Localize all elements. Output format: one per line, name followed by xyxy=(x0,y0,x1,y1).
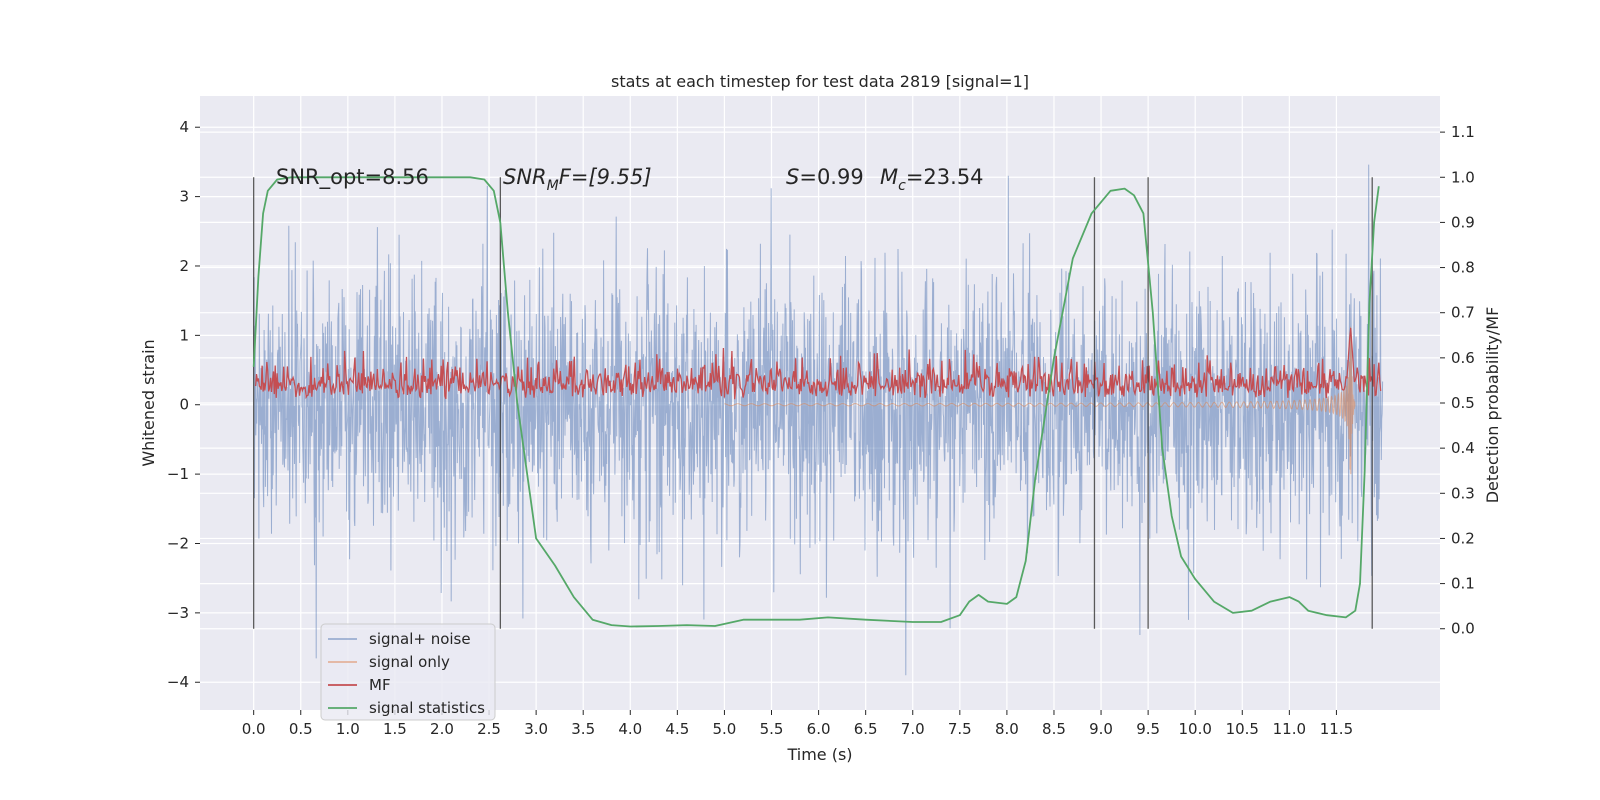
y2-tick-label-2: 0.2 xyxy=(1451,529,1475,547)
annotation-snr-mf: SNRMF=[9.55] xyxy=(503,165,652,194)
y-tick-label-1: −3 xyxy=(167,604,189,622)
x-tick-label-2: 1.0 xyxy=(336,720,360,738)
y2-axis-label: Detection probability/MF xyxy=(1483,307,1502,504)
y-tick-label-5: 1 xyxy=(179,326,189,344)
x-tick-label-3: 1.5 xyxy=(383,720,407,738)
mc-value: =23.54 xyxy=(906,165,984,189)
y-tick-label-3: −1 xyxy=(167,465,189,483)
x-tick-label-21: 10.5 xyxy=(1226,720,1259,738)
y-tick-label-7: 3 xyxy=(179,188,189,206)
x-tick-label-0: 0.0 xyxy=(242,720,266,738)
x-axis-label: Time (s) xyxy=(786,745,852,764)
annotation-mc: Mc=23.54 xyxy=(880,165,984,194)
x-tick-label-17: 8.5 xyxy=(1042,720,1066,738)
x-tick-label-23: 11.5 xyxy=(1320,720,1353,738)
y-tick-label-4: 0 xyxy=(179,396,189,414)
legend-label-signal-statistics: signal statistics xyxy=(369,699,485,717)
legend-label-signal-noise: signal+ noise xyxy=(369,630,471,648)
s-value: =0.99 xyxy=(799,165,863,189)
legend-box xyxy=(320,623,496,721)
snr-mf-symbol: SNR xyxy=(503,165,547,189)
y-axis-label: Whitened strain xyxy=(139,339,158,466)
y2-tick-label-4: 0.4 xyxy=(1451,439,1475,457)
x-tick-label-7: 3.5 xyxy=(571,720,595,738)
x-tick-label-20: 10.0 xyxy=(1178,720,1211,738)
y2-tick-label-6: 0.6 xyxy=(1451,349,1475,367)
x-tick-label-18: 9.0 xyxy=(1089,720,1113,738)
y2-tick-label-9: 0.9 xyxy=(1451,213,1475,231)
signal-only-line xyxy=(724,326,1356,475)
x-tick-label-1: 0.5 xyxy=(289,720,313,738)
y2-axis-ticks: 0.0 0.1 0.2 0.3 0.4 0.5 0.6 0.7 0.8 0.9 1.0 1.1 xyxy=(1440,123,1475,638)
x-tick-label-9: 4.5 xyxy=(665,720,689,738)
x-tick-label-10: 5.0 xyxy=(713,720,737,738)
x-tick-label-15: 7.5 xyxy=(948,720,972,738)
x-tick-label-11: 5.5 xyxy=(760,720,784,738)
x-tick-label-22: 11.0 xyxy=(1273,720,1306,738)
y2-tick-label-8: 0.8 xyxy=(1451,259,1475,277)
annotation-snr-opt: SNR_opt=8.56 xyxy=(276,165,429,190)
y-tick-label-8: 4 xyxy=(179,118,189,136)
series-signal-only xyxy=(724,326,1356,475)
x-tick-label-6: 3.0 xyxy=(524,720,548,738)
signal-statistics-line xyxy=(252,176,1380,628)
legend: signal+ noise signal only MF signal stat… xyxy=(320,623,496,721)
mf-line xyxy=(254,328,1382,400)
y2-tick-label-0: 0.0 xyxy=(1451,620,1475,638)
y2-tick-label-11: 1.1 xyxy=(1451,123,1475,141)
x-tick-label-14: 7.0 xyxy=(901,720,925,738)
annotation-s: S=0.99 xyxy=(786,165,864,189)
series-mf xyxy=(254,328,1382,400)
x-tick-label-16: 8.0 xyxy=(995,720,1019,738)
y-tick-label-0: −4 xyxy=(167,673,189,691)
y-tick-label-2: −2 xyxy=(167,534,189,552)
x-tick-label-8: 4.0 xyxy=(618,720,642,738)
y-tick-label-6: 2 xyxy=(179,257,189,275)
y2-tick-label-3: 0.3 xyxy=(1451,484,1475,502)
y2-tick-label-5: 0.5 xyxy=(1451,394,1475,412)
x-axis-ticks: 0.0 0.5 1.0 1.5 2.0 2.5 3.0 3.5 4.0 4.5 5.0 5.5 6.0 6… xyxy=(242,710,1353,738)
legend-label-mf: MF xyxy=(369,676,391,694)
series-signal-statistics xyxy=(252,176,1380,628)
y2-tick-label-10: 1.0 xyxy=(1451,168,1475,186)
mc-symbol: M xyxy=(880,165,898,189)
y2-tick-label-1: 0.1 xyxy=(1451,575,1475,593)
x-tick-label-5: 2.5 xyxy=(477,720,501,738)
mc-subscript: c xyxy=(898,178,906,194)
x-tick-label-4: 2.0 xyxy=(430,720,454,738)
x-tick-label-12: 6.0 xyxy=(807,720,831,738)
y2-tick-label-7: 0.7 xyxy=(1451,304,1475,322)
x-tick-label-19: 9.5 xyxy=(1136,720,1160,738)
snr-mf-subscript: M xyxy=(547,178,559,194)
snr-mf-value: F=[9.55] xyxy=(559,165,652,189)
chart-title: stats at each timestep for test data 281… xyxy=(611,72,1029,91)
s-symbol: S xyxy=(786,165,799,189)
x-tick-label-13: 6.5 xyxy=(854,720,878,738)
y-axis-ticks: −4 −3 −2 −1 0 1 2 3 4 xyxy=(167,118,200,691)
legend-label-signal-only: signal only xyxy=(369,653,450,671)
